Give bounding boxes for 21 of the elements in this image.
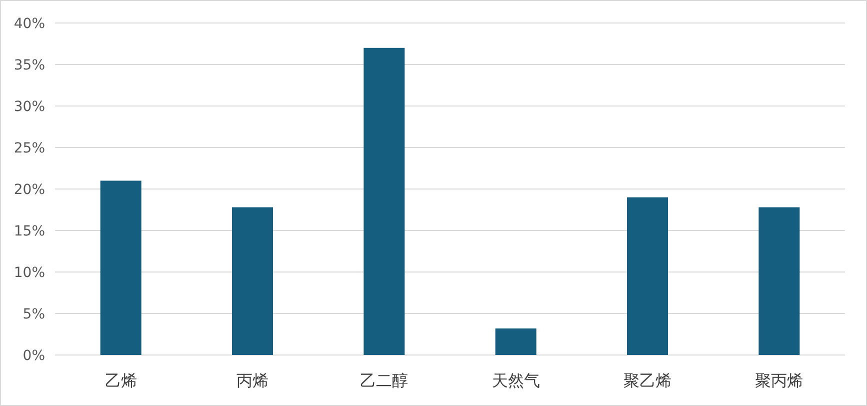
bar — [364, 48, 405, 355]
y-tick-label: 25% — [14, 140, 45, 156]
bar — [627, 197, 668, 355]
y-tick-label: 15% — [14, 224, 45, 240]
y-tick-label: 40% — [14, 16, 45, 32]
y-tick-label: 0% — [22, 348, 45, 364]
y-tick-label: 35% — [14, 58, 45, 74]
y-tick-label: 10% — [14, 265, 45, 281]
bar — [758, 207, 800, 355]
bar — [232, 207, 273, 355]
bar — [495, 328, 536, 355]
y-tick-label: 20% — [14, 182, 45, 198]
x-tick-label: 乙二醇 — [360, 371, 408, 390]
x-tick-label: 聚乙烯 — [624, 371, 672, 390]
bar — [100, 180, 142, 355]
y-tick-label: 30% — [14, 99, 45, 115]
x-tick-label: 天然气 — [492, 371, 540, 390]
x-tick-label: 聚丙烯 — [755, 371, 804, 390]
y-tick-label: 5% — [22, 306, 45, 322]
x-tick-label: 乙烯 — [104, 371, 137, 390]
x-tick-label: 丙烯 — [236, 371, 268, 390]
